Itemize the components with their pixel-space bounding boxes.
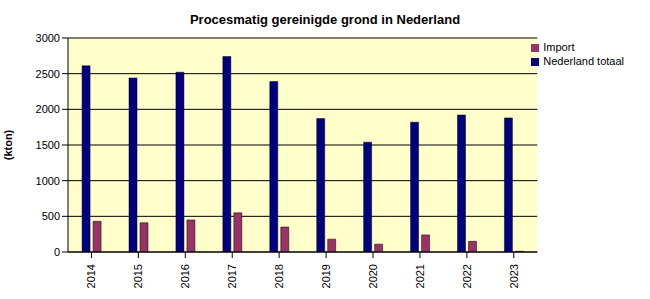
svg-text:3000: 3000 [36, 32, 60, 44]
svg-text:2014: 2014 [85, 264, 97, 288]
svg-text:(kton): (kton) [8, 129, 14, 160]
svg-text:2023: 2023 [508, 264, 520, 288]
html-text:Nederland totaal: Nederland totaal [543, 55, 624, 67]
svg-text:2018: 2018 [273, 264, 285, 288]
svg-text:500: 500 [42, 210, 60, 222]
svg-text:2000: 2000 [36, 103, 60, 115]
svg-text:1500: 1500 [36, 139, 60, 151]
svg-text:2016: 2016 [179, 264, 191, 288]
svg-text:2015: 2015 [132, 264, 144, 288]
svg-text:2019: 2019 [320, 264, 332, 288]
svg-text:2020: 2020 [367, 264, 379, 288]
html-text:Import: Import [543, 41, 575, 53]
svg-text:2500: 2500 [36, 68, 60, 80]
svg-text:0: 0 [54, 246, 60, 258]
html-text:Procesmatig gereinigde grond i: Procesmatig gereinigde grond in Nederlan… [189, 12, 461, 27]
svg-text:2021: 2021 [414, 264, 426, 288]
svg-text:2022: 2022 [461, 264, 473, 288]
svg-text:2017: 2017 [226, 264, 238, 288]
svg-text:1000: 1000 [36, 175, 60, 187]
